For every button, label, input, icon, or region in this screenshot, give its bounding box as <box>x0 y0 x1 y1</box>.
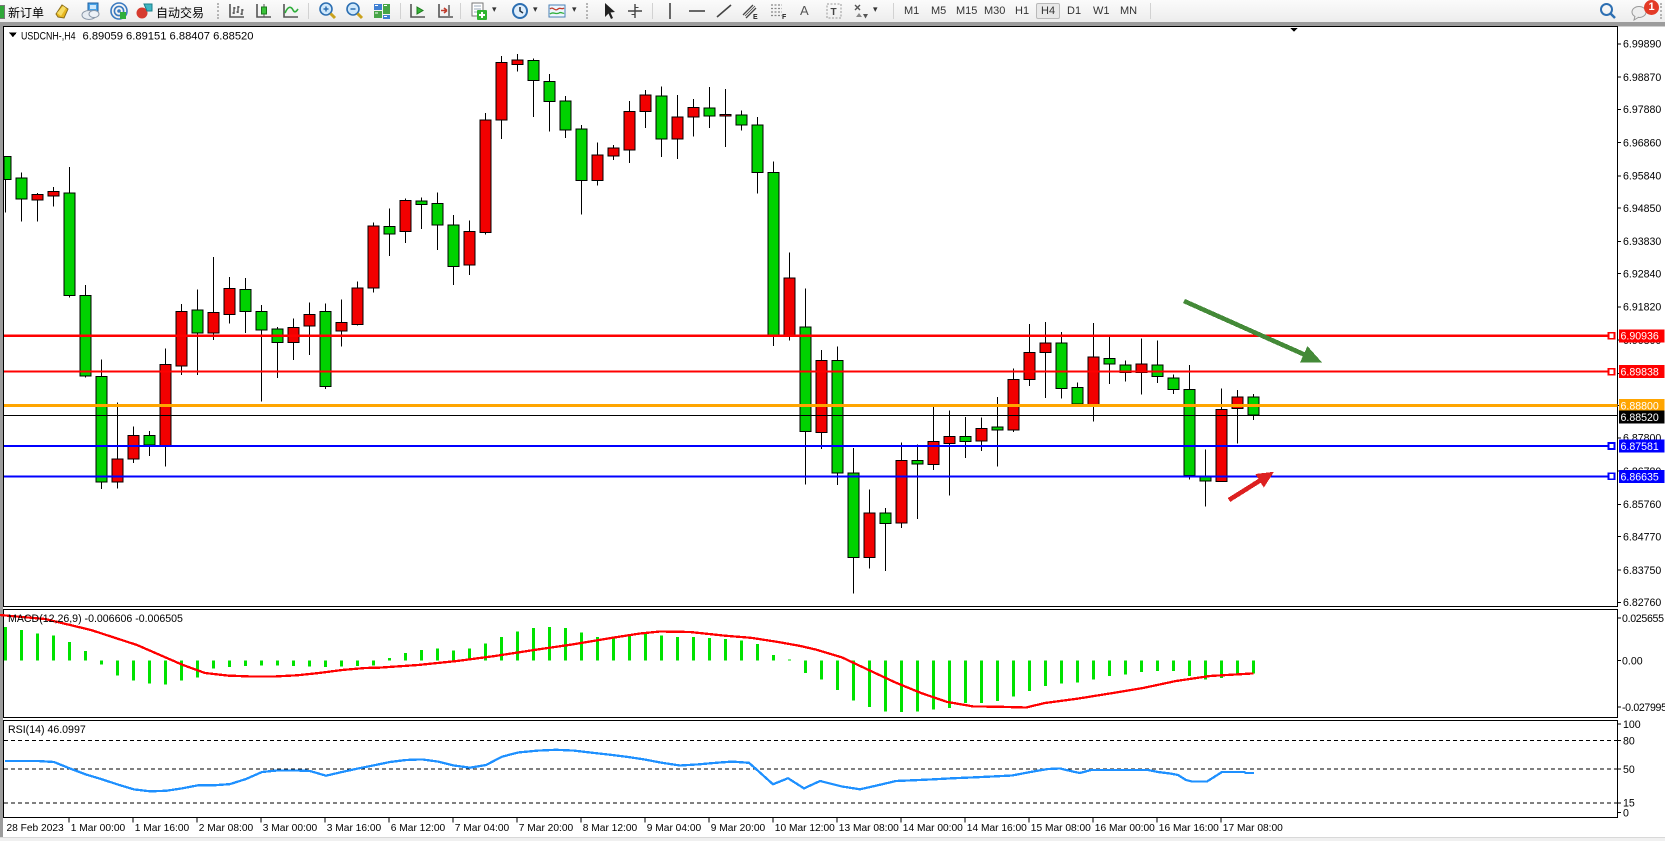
svg-text:3 Mar 00:00: 3 Mar 00:00 <box>263 823 318 834</box>
svg-text:6 Mar 12:00: 6 Mar 12:00 <box>391 823 446 834</box>
svg-text:6.95840: 6.95840 <box>1623 171 1661 183</box>
svg-text:0.00: 0.00 <box>1622 655 1643 667</box>
svg-text:17 Mar 08:00: 17 Mar 08:00 <box>1223 823 1283 834</box>
svg-text:0: 0 <box>1623 807 1629 819</box>
svg-text:6.83750: 6.83750 <box>1623 565 1661 577</box>
svg-text:USDCNH-,H4: USDCNH-,H4 <box>21 31 76 43</box>
svg-text:6.93830: 6.93830 <box>1623 236 1661 248</box>
svg-text:7 Mar 20:00: 7 Mar 20:00 <box>519 823 574 834</box>
svg-text:-0.027995: -0.027995 <box>1622 702 1665 714</box>
svg-text:1 Mar 00:00: 1 Mar 00:00 <box>71 823 126 834</box>
svg-text:15 Mar 08:00: 15 Mar 08:00 <box>1031 823 1091 834</box>
svg-text:6.88520: 6.88520 <box>1621 412 1659 424</box>
svg-text:3 Mar 16:00: 3 Mar 16:00 <box>327 823 382 834</box>
svg-text:6.88800: 6.88800 <box>1621 400 1659 412</box>
svg-text:6.96860: 6.96860 <box>1623 137 1661 149</box>
svg-text:16 Mar 16:00: 16 Mar 16:00 <box>1159 823 1219 834</box>
svg-text:6.82760: 6.82760 <box>1623 597 1661 609</box>
svg-text:28 Feb 2023: 28 Feb 2023 <box>7 823 65 834</box>
svg-text:RSI(14) 46.0997: RSI(14) 46.0997 <box>8 724 86 736</box>
svg-text:100: 100 <box>1623 719 1641 731</box>
svg-text:80: 80 <box>1623 735 1635 747</box>
svg-text:6.91820: 6.91820 <box>1623 302 1661 314</box>
svg-text:1 Mar 16:00: 1 Mar 16:00 <box>135 823 190 834</box>
svg-text:6.98870: 6.98870 <box>1623 72 1661 84</box>
svg-text:0.025655: 0.025655 <box>1622 613 1664 625</box>
svg-text:7 Mar 04:00: 7 Mar 04:00 <box>455 823 510 834</box>
svg-text:2 Mar 08:00: 2 Mar 08:00 <box>199 823 254 834</box>
svg-text:6.94850: 6.94850 <box>1623 203 1661 215</box>
svg-text:15: 15 <box>1623 798 1635 810</box>
svg-text:6.84770: 6.84770 <box>1623 532 1661 544</box>
svg-text:14 Mar 00:00: 14 Mar 00:00 <box>903 823 963 834</box>
svg-text:E: E <box>753 14 758 21</box>
svg-text:6.97880: 6.97880 <box>1623 104 1661 116</box>
svg-text:9 Mar 04:00: 9 Mar 04:00 <box>647 823 702 834</box>
svg-text:MACD(12,26,9) -0.006606 -0.006: MACD(12,26,9) -0.006606 -0.006505 <box>8 613 183 625</box>
svg-text:6.86635: 6.86635 <box>1621 471 1659 483</box>
svg-text:14 Mar 16:00: 14 Mar 16:00 <box>967 823 1027 834</box>
svg-text:6.92840: 6.92840 <box>1623 269 1661 281</box>
svg-text:6.99890: 6.99890 <box>1623 39 1661 51</box>
svg-text:6.89838: 6.89838 <box>1621 367 1659 379</box>
svg-text:F: F <box>782 14 787 21</box>
svg-text:13 Mar 08:00: 13 Mar 08:00 <box>839 823 899 834</box>
svg-text:16 Mar 00:00: 16 Mar 00:00 <box>1095 823 1155 834</box>
svg-text:9 Mar 20:00: 9 Mar 20:00 <box>711 823 766 834</box>
svg-text:8 Mar 12:00: 8 Mar 12:00 <box>583 823 638 834</box>
svg-text:T: T <box>831 7 837 18</box>
svg-text:6.85760: 6.85760 <box>1623 499 1661 511</box>
svg-text:6.90936: 6.90936 <box>1621 331 1659 343</box>
svg-text:6.89059 6.89151 6.88407 6.8852: 6.89059 6.89151 6.88407 6.88520 <box>83 31 254 43</box>
svg-text:50: 50 <box>1623 764 1635 776</box>
svg-text:6.87581: 6.87581 <box>1621 441 1659 453</box>
svg-text:10 Mar 12:00: 10 Mar 12:00 <box>775 823 835 834</box>
